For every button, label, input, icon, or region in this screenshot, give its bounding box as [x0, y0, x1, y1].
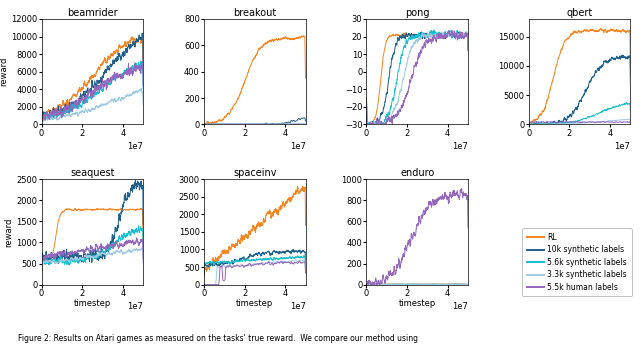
Title: beamrider: beamrider	[67, 8, 118, 18]
X-axis label: timestep: timestep	[236, 299, 273, 308]
Title: pong: pong	[405, 8, 429, 18]
Y-axis label: reward: reward	[4, 217, 13, 247]
X-axis label: timestep: timestep	[399, 299, 436, 308]
Text: Figure 2: Results on Atari games as measured on the tasks' true reward.  We comp: Figure 2: Results on Atari games as meas…	[18, 334, 418, 343]
Legend: RL, 10k synthetic labels, 5.6k synthetic labels, 3.3k synthetic labels, 5.5k hum: RL, 10k synthetic labels, 5.6k synthetic…	[522, 228, 632, 296]
Title: qbert: qbert	[566, 8, 593, 18]
Title: breakout: breakout	[233, 8, 276, 18]
X-axis label: timestep: timestep	[74, 299, 111, 308]
Title: spaceinv: spaceinv	[233, 168, 276, 178]
Title: seaquest: seaquest	[70, 168, 115, 178]
Title: enduro: enduro	[400, 168, 435, 178]
Y-axis label: reward: reward	[0, 57, 8, 86]
